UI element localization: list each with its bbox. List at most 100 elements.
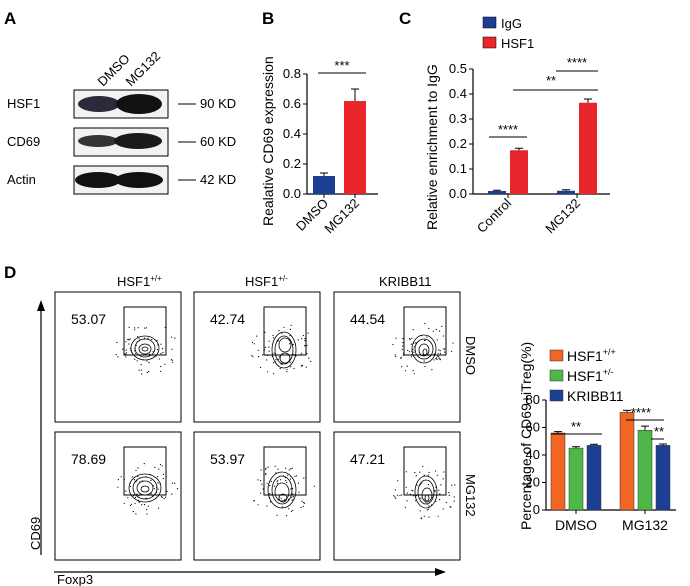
event-dot xyxy=(260,492,262,494)
event-dot xyxy=(164,326,166,329)
event-dot xyxy=(129,504,131,507)
event-dot xyxy=(117,479,119,481)
y-axis-label: Percentage of CD69+iTreg(%) xyxy=(518,342,534,530)
event-dot xyxy=(138,495,140,497)
flow-plots xyxy=(54,291,461,561)
event-dot xyxy=(268,340,270,342)
event-dot xyxy=(302,505,304,507)
event-dot xyxy=(152,485,154,487)
event-dot xyxy=(304,345,306,347)
event-dot xyxy=(408,351,411,353)
event-dot xyxy=(270,480,272,483)
event-dot xyxy=(288,469,290,471)
event-dot xyxy=(426,509,428,511)
event-dot xyxy=(125,349,127,351)
event-dot xyxy=(435,486,437,488)
event-dot xyxy=(158,358,160,360)
event-dot xyxy=(426,336,428,338)
event-dot xyxy=(431,496,434,498)
event-dot xyxy=(164,363,166,365)
event-dot xyxy=(292,493,294,495)
event-dot xyxy=(439,330,441,332)
event-dot xyxy=(442,508,444,510)
event-dot xyxy=(115,354,117,356)
bar xyxy=(586,445,602,511)
event-dot xyxy=(276,514,278,516)
event-dot xyxy=(303,502,306,504)
event-dot xyxy=(268,350,270,352)
event-dot xyxy=(171,348,173,350)
event-dot xyxy=(279,356,281,358)
event-dot xyxy=(414,350,416,352)
event-dot xyxy=(286,371,288,373)
y-tick-label: 40 xyxy=(526,447,540,462)
event-dot xyxy=(127,497,129,499)
y-tick-label: 0.0 xyxy=(283,186,301,201)
blot-cd69 xyxy=(73,127,169,157)
event-dot xyxy=(304,338,306,340)
event-dot xyxy=(434,353,436,355)
legend-label: KRIBB11 xyxy=(567,388,624,404)
event-dot xyxy=(444,348,446,350)
event-dot xyxy=(300,506,302,508)
event-dot xyxy=(130,503,133,505)
event-dot xyxy=(401,366,403,368)
event-dot xyxy=(264,346,266,348)
event-dot xyxy=(151,339,153,341)
event-dot xyxy=(275,359,277,361)
event-dot xyxy=(135,469,137,472)
bar xyxy=(488,191,506,194)
gate-percentage: 47.21 xyxy=(350,451,385,467)
panel-b-letter: B xyxy=(262,9,274,28)
blot-marker-label: 42 KD xyxy=(200,172,236,187)
event-dot xyxy=(128,343,130,345)
event-dot xyxy=(152,495,154,497)
event-dot xyxy=(434,489,436,491)
event-dot xyxy=(273,352,275,354)
event-dot xyxy=(313,485,315,487)
y-axis-label: Relative enrichment to IgG xyxy=(424,64,440,230)
event-dot xyxy=(289,328,292,331)
event-dot xyxy=(436,358,438,361)
event-dot xyxy=(449,506,451,508)
event-dot xyxy=(281,506,283,508)
event-dot xyxy=(262,488,264,490)
blot-hsf1 xyxy=(73,89,169,119)
event-dot xyxy=(148,362,150,364)
event-dot xyxy=(292,495,294,498)
event-dot xyxy=(155,497,157,499)
event-dot xyxy=(160,496,163,498)
bar xyxy=(637,430,653,511)
event-dot xyxy=(274,361,277,363)
event-dot xyxy=(291,496,293,498)
event-dot xyxy=(129,347,132,349)
event-dot xyxy=(147,337,149,339)
event-dot xyxy=(406,492,408,494)
x-tick-label: Control xyxy=(474,195,514,235)
event-dot xyxy=(306,344,308,346)
bar xyxy=(313,176,335,194)
event-dot xyxy=(291,467,293,469)
event-dot xyxy=(256,335,258,337)
event-dot xyxy=(129,485,132,488)
y-tick-label: 0.3 xyxy=(449,111,467,126)
event-dot xyxy=(285,467,287,469)
event-dot xyxy=(412,370,414,372)
event-dot xyxy=(443,351,446,353)
event-dot xyxy=(136,360,138,362)
event-dot xyxy=(442,335,444,337)
event-dot xyxy=(419,471,421,473)
event-dot xyxy=(143,359,145,361)
event-dot xyxy=(125,352,128,354)
event-dot xyxy=(141,480,143,482)
event-dot xyxy=(292,344,294,346)
event-dot xyxy=(135,481,137,483)
y-tick-label: 0.0 xyxy=(449,186,467,201)
event-dot xyxy=(399,494,401,496)
chart-d: 0 20 40 60 80 DMSO MG132 Percentage of CD69+iTr… xyxy=(518,342,676,533)
flow-y-axis-label: CD69 xyxy=(28,517,43,550)
event-dot xyxy=(428,516,430,518)
event-dot xyxy=(264,331,266,333)
event-dot xyxy=(424,365,426,368)
